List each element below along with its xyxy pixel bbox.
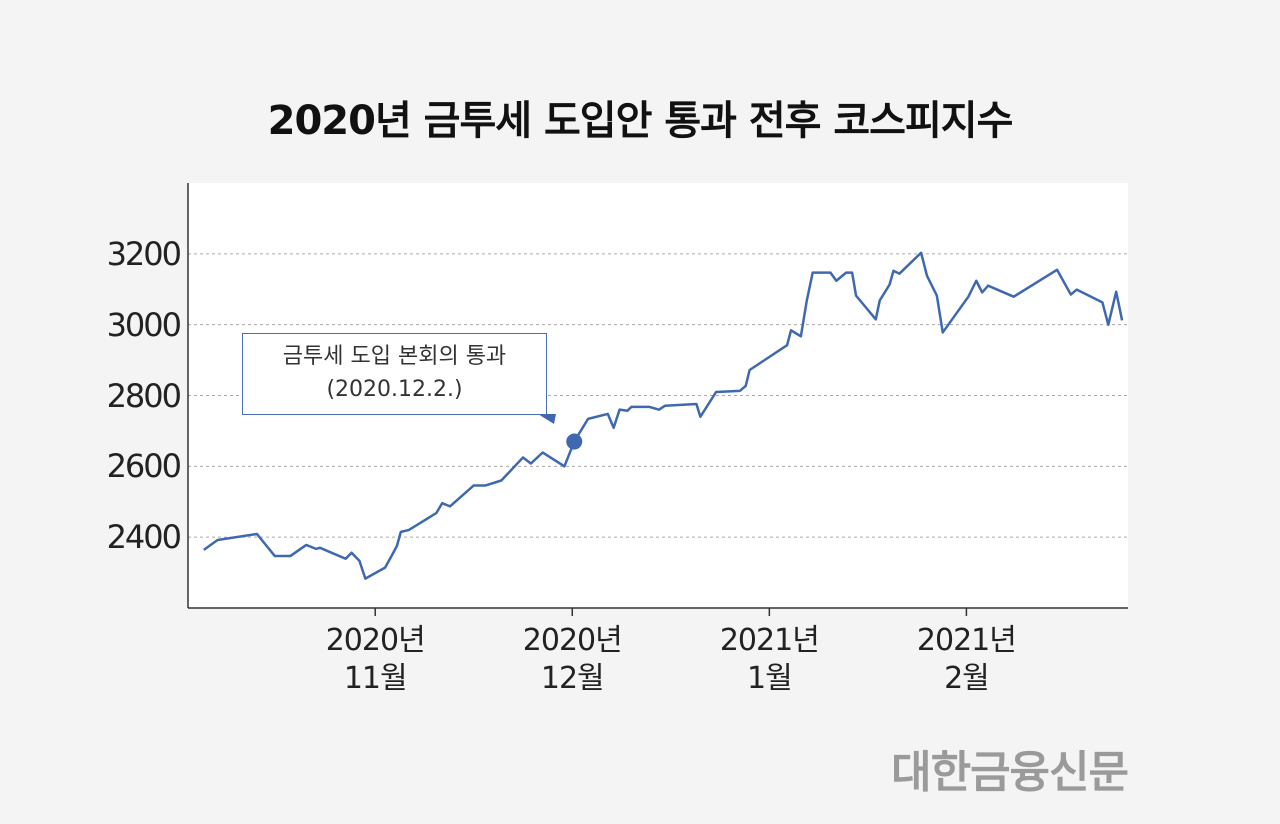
highlight-point bbox=[566, 433, 583, 450]
x-tick-label: 2021년 2월 bbox=[916, 623, 1017, 696]
annotation-text: 금투세 도입 본회의 통과 bbox=[282, 344, 507, 369]
annotation-pointer bbox=[538, 414, 556, 424]
y-tick-label: 2800 bbox=[106, 376, 182, 415]
source: 대한금융신문 bbox=[891, 747, 1129, 798]
annotation: 금투세 도입 본회의 통과 (2020.12.2.) bbox=[242, 333, 547, 415]
x-tick-label: 2020년 11월 bbox=[325, 623, 426, 696]
line bbox=[203, 251, 1124, 580]
y-tick-label: 3000 bbox=[106, 305, 182, 344]
annotation-date: (2020.12.2.) bbox=[326, 377, 463, 402]
y-tick-label: 3200 bbox=[106, 234, 182, 273]
y-tick-label: 2600 bbox=[106, 447, 182, 486]
chart-title: 2020년 금투세 도입안 통과 전후 코스피지수 bbox=[267, 98, 1014, 144]
x-tick-label: 2021년 1월 bbox=[719, 623, 820, 696]
x-tick-label: 2020년 12월 bbox=[522, 623, 623, 696]
y-tick-label: 2400 bbox=[106, 518, 182, 557]
